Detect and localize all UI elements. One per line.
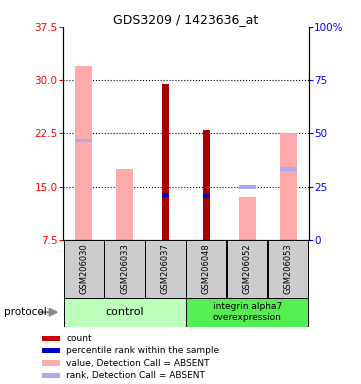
Bar: [75, 66, 92, 240]
Bar: [43, 360, 60, 366]
Text: percentile rank within the sample: percentile rank within the sample: [66, 346, 219, 355]
Text: integrin alpha7
overexpression: integrin alpha7 overexpression: [213, 302, 282, 323]
Bar: [280, 134, 297, 240]
Text: GSM206033: GSM206033: [120, 243, 129, 294]
Bar: [43, 336, 60, 341]
Bar: [75, 139, 92, 142]
Text: rank, Detection Call = ABSENT: rank, Detection Call = ABSENT: [66, 371, 205, 380]
Bar: [43, 373, 60, 378]
Bar: [186, 240, 226, 298]
Bar: [203, 130, 210, 240]
Bar: [268, 240, 308, 298]
Text: protocol: protocol: [4, 307, 46, 317]
Text: GSM206052: GSM206052: [243, 243, 252, 294]
Text: GSM206053: GSM206053: [284, 243, 293, 294]
Bar: [280, 167, 297, 171]
Text: value, Detection Call = ABSENT: value, Detection Call = ABSENT: [66, 359, 210, 367]
Text: count: count: [66, 334, 92, 343]
Text: control: control: [105, 307, 144, 318]
Bar: [64, 240, 104, 298]
Text: GSM206030: GSM206030: [79, 243, 88, 294]
Bar: [162, 193, 169, 197]
Bar: [104, 240, 145, 298]
Bar: [186, 298, 308, 327]
Bar: [227, 240, 268, 298]
Bar: [203, 194, 210, 198]
Bar: [145, 240, 186, 298]
Text: GSM206037: GSM206037: [161, 243, 170, 294]
Text: GSM206048: GSM206048: [202, 243, 211, 294]
Bar: [64, 298, 186, 327]
Bar: [43, 348, 60, 353]
Bar: [162, 84, 169, 240]
Bar: [239, 197, 256, 240]
Bar: [239, 185, 256, 189]
Title: GDS3209 / 1423636_at: GDS3209 / 1423636_at: [113, 13, 258, 26]
Bar: [116, 169, 133, 240]
